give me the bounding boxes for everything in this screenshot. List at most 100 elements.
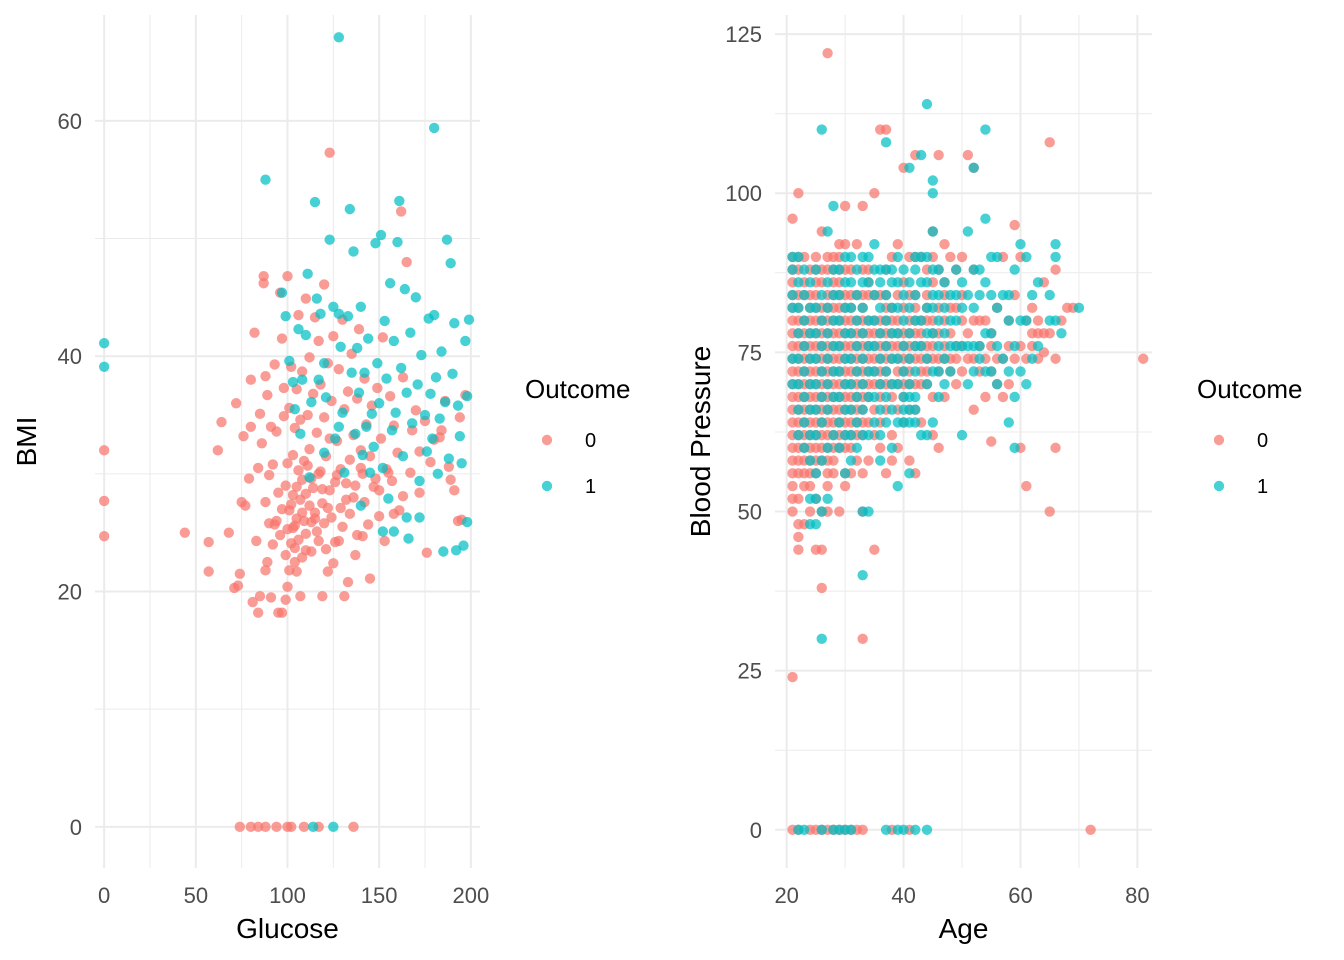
data-point-outcome-0 xyxy=(328,558,339,569)
data-point-outcome-1 xyxy=(1050,315,1061,326)
data-point-outcome-1 xyxy=(851,417,863,428)
data-point-outcome-0 xyxy=(313,535,324,547)
data-point-outcome-0 xyxy=(311,526,323,537)
data-point-outcome-0 xyxy=(793,544,804,555)
data-point-outcome-0 xyxy=(315,466,326,477)
data-point-outcome-1 xyxy=(318,358,330,369)
data-point-outcome-1 xyxy=(875,353,886,364)
data-point-outcome-0 xyxy=(254,408,266,420)
data-point-outcome-1 xyxy=(845,302,857,314)
data-point-outcome-1 xyxy=(880,315,892,326)
data-point-outcome-0 xyxy=(337,521,348,532)
data-point-outcome-1 xyxy=(822,442,833,454)
data-point-outcome-1 xyxy=(1009,391,1020,403)
data-point-outcome-1 xyxy=(898,366,909,377)
data-point-outcome-1 xyxy=(295,428,306,440)
data-point-outcome-1 xyxy=(1056,328,1067,339)
data-point-outcome-0 xyxy=(285,821,297,833)
data-point-outcome-0 xyxy=(362,519,374,530)
data-point-outcome-1 xyxy=(822,226,833,237)
y-tick-label: 0 xyxy=(70,815,82,840)
data-point-outcome-1 xyxy=(904,162,915,173)
data-point-outcome-0 xyxy=(280,549,291,561)
data-point-outcome-0 xyxy=(318,412,330,423)
data-point-outcome-1 xyxy=(381,373,392,384)
data-point-outcome-1 xyxy=(1021,315,1032,326)
data-point-outcome-1 xyxy=(315,308,326,320)
data-point-outcome-0 xyxy=(300,293,312,304)
data-point-outcome-1 xyxy=(898,824,909,836)
data-point-outcome-0 xyxy=(271,426,282,437)
data-point-outcome-1 xyxy=(450,545,462,556)
data-point-outcome-0 xyxy=(273,487,284,498)
data-point-outcome-1 xyxy=(346,367,357,378)
data-point-outcome-1 xyxy=(828,200,839,212)
data-point-outcome-1 xyxy=(414,512,425,523)
data-point-outcome-1 xyxy=(276,287,288,298)
data-point-outcome-1 xyxy=(869,315,880,326)
data-point-outcome-0 xyxy=(350,480,361,491)
data-point-outcome-1 xyxy=(810,379,822,390)
legend-title: Outcome xyxy=(1197,374,1303,404)
legend-key-outcome-1 xyxy=(1213,480,1225,492)
data-point-outcome-1 xyxy=(997,353,1009,364)
x-tick-label: 60 xyxy=(1008,883,1032,908)
data-point-outcome-1 xyxy=(950,289,962,301)
data-point-outcome-0 xyxy=(243,473,255,484)
data-point-outcome-0 xyxy=(260,565,271,576)
data-point-outcome-1 xyxy=(892,277,903,288)
data-point-outcome-0 xyxy=(857,824,868,836)
data-point-outcome-0 xyxy=(425,456,436,468)
data-point-outcome-0 xyxy=(335,502,346,514)
data-point-outcome-1 xyxy=(439,396,451,408)
data-point-outcome-1 xyxy=(799,366,810,377)
data-point-outcome-1 xyxy=(822,493,833,504)
data-point-outcome-1 xyxy=(428,309,440,321)
data-point-outcome-0 xyxy=(296,552,308,563)
legend-key-outcome-0 xyxy=(541,434,553,446)
data-point-outcome-1 xyxy=(863,429,874,441)
data-point-outcome-1 xyxy=(351,342,363,354)
data-point-outcome-1 xyxy=(390,407,401,418)
data-point-outcome-0 xyxy=(839,200,851,212)
data-point-outcome-1 xyxy=(1021,379,1032,390)
data-point-outcome-0 xyxy=(980,315,991,326)
data-point-outcome-1 xyxy=(313,374,324,385)
data-point-outcome-1 xyxy=(822,379,833,390)
data-point-outcome-0 xyxy=(307,388,319,400)
data-point-outcome-1 xyxy=(436,346,447,357)
data-point-outcome-1 xyxy=(851,340,863,352)
data-point-outcome-0 xyxy=(787,506,798,517)
data-point-outcome-1 xyxy=(910,366,921,377)
data-point-outcome-1 xyxy=(974,289,985,301)
data-point-outcome-1 xyxy=(1003,417,1014,428)
data-point-outcome-0 xyxy=(1009,219,1020,231)
data-point-outcome-1 xyxy=(956,429,968,441)
data-point-outcome-1 xyxy=(898,264,909,275)
data-point-outcome-1 xyxy=(933,289,944,301)
data-point-outcome-0 xyxy=(245,821,257,833)
data-point-outcome-1 xyxy=(968,162,979,173)
data-point-outcome-1 xyxy=(1003,289,1014,301)
data-point-outcome-0 xyxy=(342,386,354,397)
data-point-outcome-0 xyxy=(787,671,798,683)
data-point-outcome-1 xyxy=(403,533,414,544)
data-point-outcome-0 xyxy=(956,251,968,263)
data-point-outcome-0 xyxy=(324,147,335,158)
y-tick-label: 0 xyxy=(750,818,762,843)
data-point-outcome-1 xyxy=(401,387,412,398)
data-point-outcome-0 xyxy=(405,467,416,478)
data-point-outcome-1 xyxy=(810,429,822,441)
data-point-outcome-0 xyxy=(857,200,868,212)
data-point-outcome-1 xyxy=(804,277,816,288)
data-point-outcome-1 xyxy=(910,264,921,275)
data-point-outcome-1 xyxy=(974,340,985,352)
data-point-outcome-0 xyxy=(298,821,310,833)
data-point-outcome-0 xyxy=(282,581,293,593)
legend-label-outcome-0: 0 xyxy=(1257,430,1268,452)
data-point-outcome-1 xyxy=(857,328,868,339)
data-point-outcome-1 xyxy=(1015,366,1026,377)
data-point-outcome-1 xyxy=(449,318,460,329)
data-point-outcome-1 xyxy=(991,251,1003,263)
data-point-outcome-1 xyxy=(395,362,407,374)
